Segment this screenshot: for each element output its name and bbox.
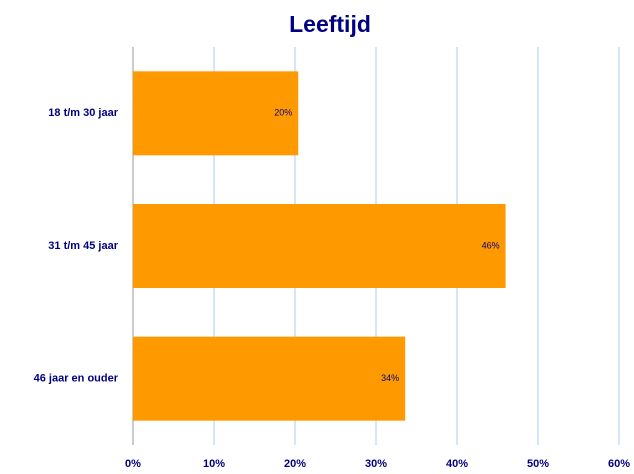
value-label: 46% bbox=[482, 240, 500, 250]
x-tick-label: 60% bbox=[608, 458, 630, 470]
bar bbox=[133, 204, 506, 288]
x-tick-label: 0% bbox=[125, 458, 141, 470]
bar bbox=[133, 71, 299, 156]
y-tick-label: 31 t/m 45 jaar bbox=[48, 240, 118, 252]
x-tick-label: 50% bbox=[527, 458, 549, 470]
x-tick-label: 20% bbox=[284, 458, 306, 470]
x-tick-label: 40% bbox=[446, 458, 468, 470]
bar bbox=[133, 336, 406, 421]
chart-title: Leeftijd bbox=[289, 11, 371, 37]
y-tick-label: 18 t/m 30 jaar bbox=[48, 107, 118, 119]
x-tick-label: 10% bbox=[203, 458, 225, 470]
value-label: 34% bbox=[381, 373, 399, 383]
x-tick-label: 30% bbox=[365, 458, 387, 470]
y-tick-label: 46 jaar en ouder bbox=[34, 373, 119, 385]
value-label: 20% bbox=[274, 108, 292, 118]
